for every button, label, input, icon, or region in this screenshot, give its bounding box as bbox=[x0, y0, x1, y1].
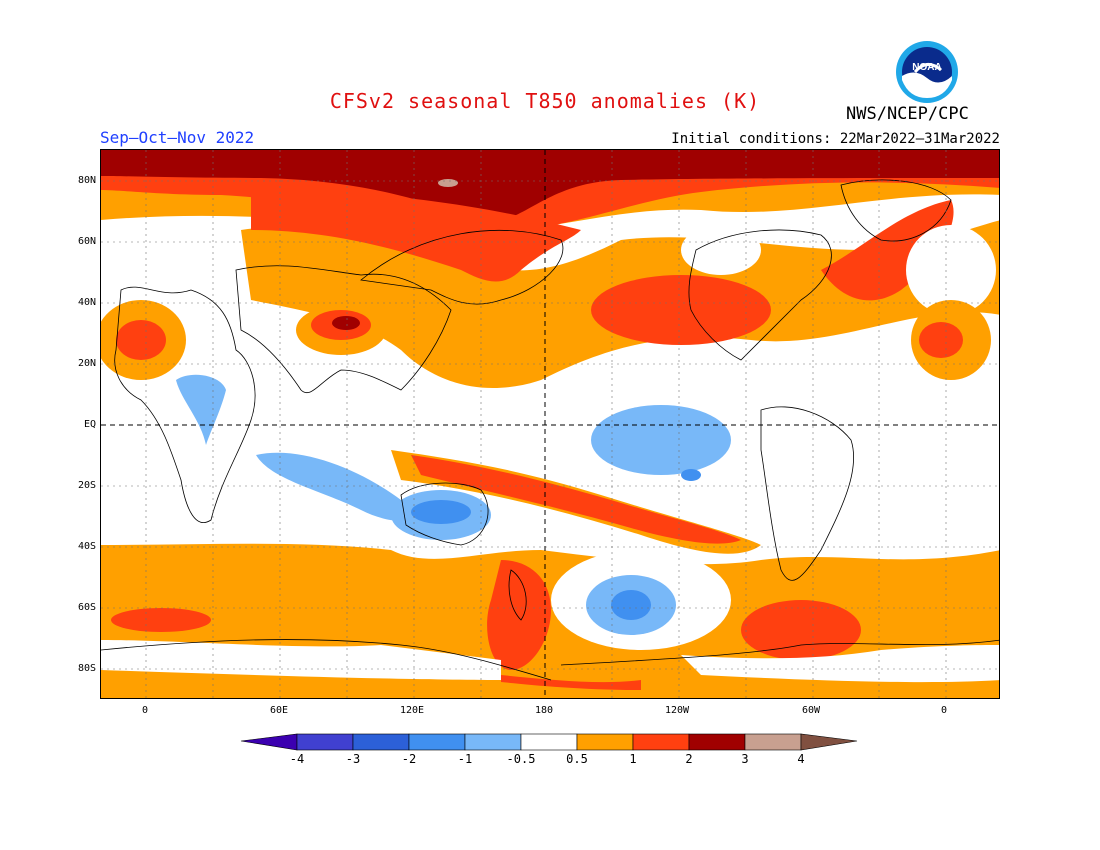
colorbar-swatch bbox=[352, 733, 410, 751]
lon-label: 60E bbox=[269, 705, 289, 716]
lon-label: 120E bbox=[399, 705, 425, 716]
colorbar-arrow-low bbox=[240, 733, 298, 751]
lat-label: EQ bbox=[83, 419, 96, 430]
map-panel bbox=[100, 149, 1000, 699]
lat-label: 40S bbox=[77, 541, 96, 552]
noaa-logo: NOAA bbox=[896, 41, 958, 103]
lat-label: 80S bbox=[77, 663, 96, 674]
lat-label: 20N bbox=[77, 358, 96, 369]
map-title: CFSv2 seasonal T850 anomalies (K) bbox=[329, 89, 761, 113]
colorbar-swatch bbox=[296, 733, 354, 751]
colorbar-label: 0.5 bbox=[566, 752, 588, 766]
anomaly-region-greenland-red bbox=[821, 200, 954, 301]
colorbar-swatch bbox=[744, 733, 802, 751]
anomaly-region-siberia-red bbox=[251, 190, 581, 282]
anomaly-region-arctic-darkred bbox=[101, 150, 999, 222]
colorbar-swatch bbox=[576, 733, 634, 751]
agency-label: NWS/NCEP/CPC bbox=[846, 104, 969, 124]
anomaly-map bbox=[101, 150, 999, 698]
season-label: Sep–Oct–Nov 2022 bbox=[100, 128, 255, 147]
lat-label: 60S bbox=[77, 602, 96, 613]
colorbar-swatch bbox=[632, 733, 690, 751]
lon-label: 180 bbox=[534, 705, 554, 716]
lon-label: 120W bbox=[664, 705, 690, 716]
colorbar-swatch bbox=[520, 733, 578, 751]
colorbar-label: -1 bbox=[457, 752, 473, 766]
anomaly-region-africa-blue bbox=[176, 374, 226, 445]
colorbar-label: 3 bbox=[741, 752, 749, 766]
coastlines bbox=[101, 179, 999, 681]
lat-label: 80N bbox=[77, 175, 96, 186]
colorbar-label: 1 bbox=[629, 752, 637, 766]
anomaly-region-arctic-brown bbox=[438, 179, 458, 187]
colorbar-swatch bbox=[464, 733, 522, 751]
colorbar-label: -0.5 bbox=[506, 752, 536, 766]
lat-label: 20S bbox=[77, 480, 96, 491]
anomaly-region-sahara-red bbox=[116, 320, 166, 360]
anomaly-region-spcz-red bbox=[411, 455, 741, 544]
colorbar-label: -4 bbox=[289, 752, 305, 766]
colorbar-label: 4 bbox=[797, 752, 805, 766]
colorbar-arrow-high bbox=[800, 733, 858, 751]
lon-label: 60W bbox=[801, 705, 821, 716]
grid-lines bbox=[101, 150, 999, 698]
lat-label: 40N bbox=[77, 297, 96, 308]
anomaly-region-indian-blue bbox=[256, 452, 414, 521]
anomaly-region-cpac-blue bbox=[591, 405, 731, 475]
anomaly-region-npac-red bbox=[591, 275, 771, 345]
anomaly-region-antarctic-peninsula-red bbox=[741, 600, 861, 660]
colorbar-swatch bbox=[408, 733, 466, 751]
anomaly-region-tibet-darkred bbox=[332, 316, 360, 330]
logo-text: NOAA bbox=[912, 62, 941, 73]
reference-lines bbox=[101, 150, 999, 698]
colorbar bbox=[240, 733, 858, 751]
anomaly-region-australia-blue bbox=[411, 500, 471, 524]
lat-label: 60N bbox=[77, 236, 96, 247]
colorbar-label: 2 bbox=[685, 752, 693, 766]
lon-label: 0 bbox=[141, 705, 149, 716]
initial-conditions-label: Initial conditions: 22Mar2022–31Mar2022 bbox=[671, 131, 1000, 147]
colorbar-label: -2 bbox=[401, 752, 417, 766]
anomaly-region-nz-red bbox=[487, 560, 551, 670]
colorbar-label: -3 bbox=[345, 752, 361, 766]
colorbar-swatch bbox=[688, 733, 746, 751]
lon-label: 0 bbox=[940, 705, 948, 716]
